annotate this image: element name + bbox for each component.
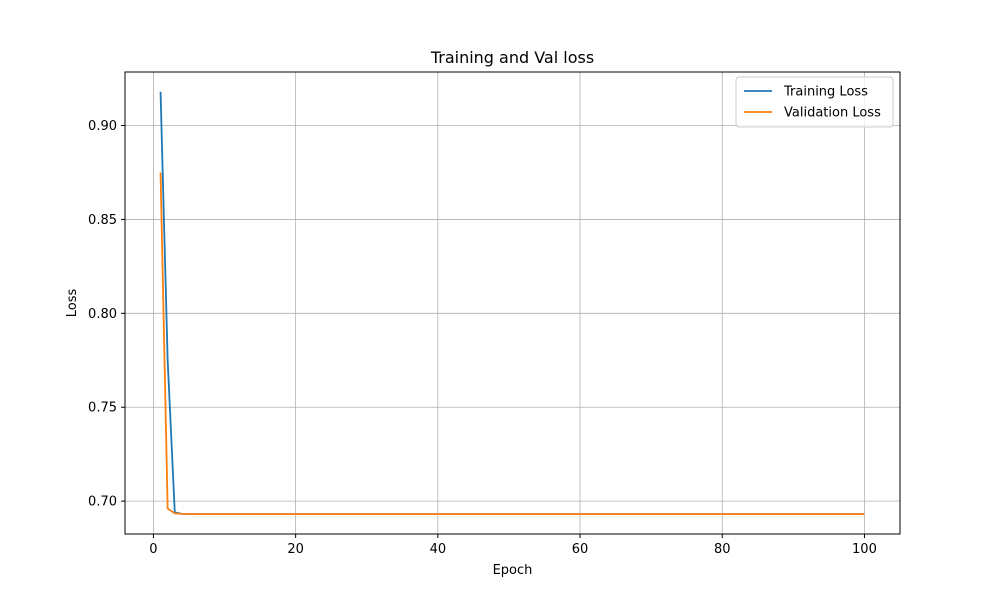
- legend-box: [735, 76, 894, 128]
- x-tick-label: 0: [149, 542, 157, 557]
- series-layer: [159, 91, 865, 515]
- x-tick-label: 100: [852, 542, 877, 557]
- legend-label: Training Loss: [783, 85, 868, 100]
- x-tick-label: 20: [287, 542, 304, 557]
- legend: Training Loss Validation Loss: [735, 76, 894, 128]
- y-tick-label: 0.80: [88, 307, 117, 322]
- plot-frame: [124, 71, 901, 535]
- legend-label: Validation Loss: [784, 106, 881, 121]
- x-tick-label: 40: [430, 542, 447, 557]
- y-tick-label: 0.85: [88, 213, 117, 228]
- y-tick-label: 0.75: [88, 401, 117, 416]
- y-tick-label: 0.90: [88, 119, 117, 134]
- x-tick-label: 80: [714, 542, 731, 557]
- ticks-layer: 0 20 40 60 80 100 0.70 0.75 0.80 0.85 0.90: [88, 119, 877, 557]
- x-tick-label: 60: [572, 542, 589, 557]
- series-line-validation-loss: [159, 172, 865, 515]
- y-axis-label: Loss: [65, 289, 80, 318]
- chart-title: Training and Val loss: [430, 48, 594, 67]
- x-axis-label: Epoch: [493, 563, 533, 578]
- y-tick-label: 0.70: [88, 495, 117, 510]
